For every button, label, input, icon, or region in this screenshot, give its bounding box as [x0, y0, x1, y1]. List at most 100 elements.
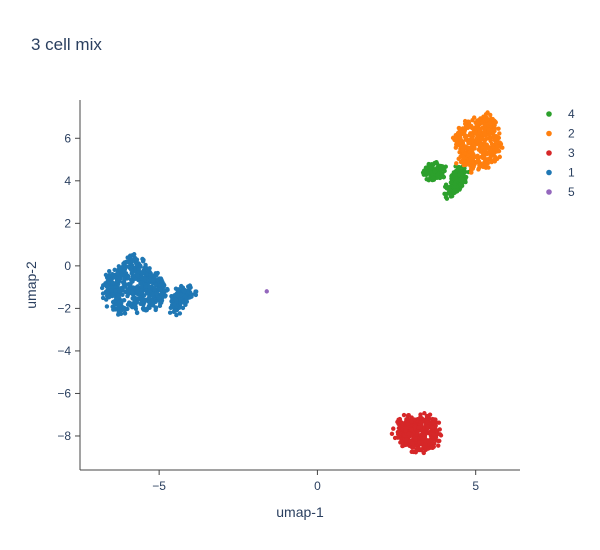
data-point	[143, 308, 148, 313]
data-point	[469, 133, 474, 138]
data-point	[429, 425, 435, 430]
data-point	[395, 435, 400, 440]
data-point	[162, 288, 167, 293]
data-point	[110, 280, 115, 285]
data-point	[119, 272, 125, 278]
data-point	[147, 284, 152, 290]
legend-item-1[interactable]: 1	[546, 166, 575, 180]
data-point	[126, 275, 131, 280]
data-point	[264, 289, 269, 294]
data-point	[406, 417, 411, 423]
data-point	[413, 436, 418, 442]
data-point	[161, 284, 166, 289]
data-point	[143, 284, 149, 289]
data-point	[460, 126, 465, 132]
data-point	[429, 165, 435, 170]
data-point	[488, 116, 494, 121]
data-point	[104, 297, 109, 302]
data-point	[492, 157, 497, 162]
data-point	[104, 283, 110, 289]
data-point	[496, 126, 501, 131]
data-point	[466, 119, 471, 124]
data-point	[401, 412, 407, 418]
y-tick-label: −6	[57, 386, 71, 400]
data-point	[154, 272, 159, 278]
data-point	[442, 168, 447, 174]
data-point	[401, 443, 406, 448]
data-point	[173, 286, 179, 291]
data-point	[174, 312, 179, 318]
data-point	[109, 287, 115, 293]
data-point	[467, 149, 473, 154]
data-point	[476, 118, 481, 123]
data-point	[487, 151, 492, 157]
data-point	[476, 139, 481, 145]
data-point	[121, 306, 127, 312]
data-point	[486, 127, 491, 133]
data-point	[435, 172, 440, 178]
data-point	[391, 426, 396, 431]
data-point	[483, 142, 488, 147]
y-tick-label: 6	[64, 131, 71, 145]
data-point	[454, 141, 459, 146]
data-point	[130, 258, 135, 264]
data-point	[425, 424, 430, 430]
legend-item-4[interactable]: 4	[546, 107, 575, 121]
data-point	[409, 427, 414, 432]
data-point	[482, 155, 487, 161]
series-3	[389, 411, 444, 456]
data-point	[430, 175, 436, 181]
data-point	[427, 162, 432, 167]
data-point	[130, 296, 135, 301]
data-point	[398, 439, 404, 444]
data-point	[141, 257, 146, 263]
data-point	[492, 126, 497, 131]
data-point	[473, 130, 478, 136]
data-point	[177, 311, 183, 316]
data-point	[476, 147, 481, 152]
data-point	[120, 263, 126, 269]
data-point	[497, 131, 502, 136]
data-point	[482, 122, 488, 127]
data-point	[452, 188, 457, 193]
data-point	[180, 305, 186, 311]
chart-title: 3 cell mix	[31, 35, 102, 54]
data-point	[453, 169, 458, 175]
x-axis-title: umap-1	[276, 504, 324, 520]
legend-item-2[interactable]: 2	[546, 127, 575, 141]
legend-item-5[interactable]: 5	[546, 185, 575, 199]
data-point	[416, 425, 421, 430]
data-point	[106, 294, 112, 300]
legend[interactable]: 4 2 3 1 5	[546, 107, 575, 199]
x-tick-label: −5	[152, 479, 166, 493]
data-point	[462, 121, 468, 127]
data-point	[477, 163, 482, 168]
data-point	[409, 449, 414, 455]
legend-item-3[interactable]: 3	[546, 146, 575, 160]
data-point	[138, 291, 144, 296]
data-point	[405, 413, 411, 419]
data-point	[193, 289, 198, 294]
data-point	[116, 312, 121, 317]
data-point	[132, 252, 137, 257]
data-point	[479, 136, 484, 142]
data-point	[458, 172, 464, 177]
data-point	[103, 272, 109, 278]
data-point	[437, 438, 442, 444]
data-point	[484, 159, 490, 164]
data-point	[126, 300, 132, 305]
data-point	[115, 271, 120, 276]
data-point	[180, 285, 186, 290]
data-point	[122, 298, 127, 303]
data-point	[152, 287, 157, 292]
data-point	[463, 169, 468, 175]
x-ticks: −5 0 5	[152, 470, 479, 493]
data-point	[423, 165, 429, 170]
data-point	[122, 311, 128, 316]
data-point	[134, 257, 140, 262]
data-point	[426, 177, 431, 182]
data-point	[431, 432, 436, 437]
data-point	[403, 428, 408, 433]
data-point	[129, 289, 135, 295]
data-point	[100, 291, 106, 296]
